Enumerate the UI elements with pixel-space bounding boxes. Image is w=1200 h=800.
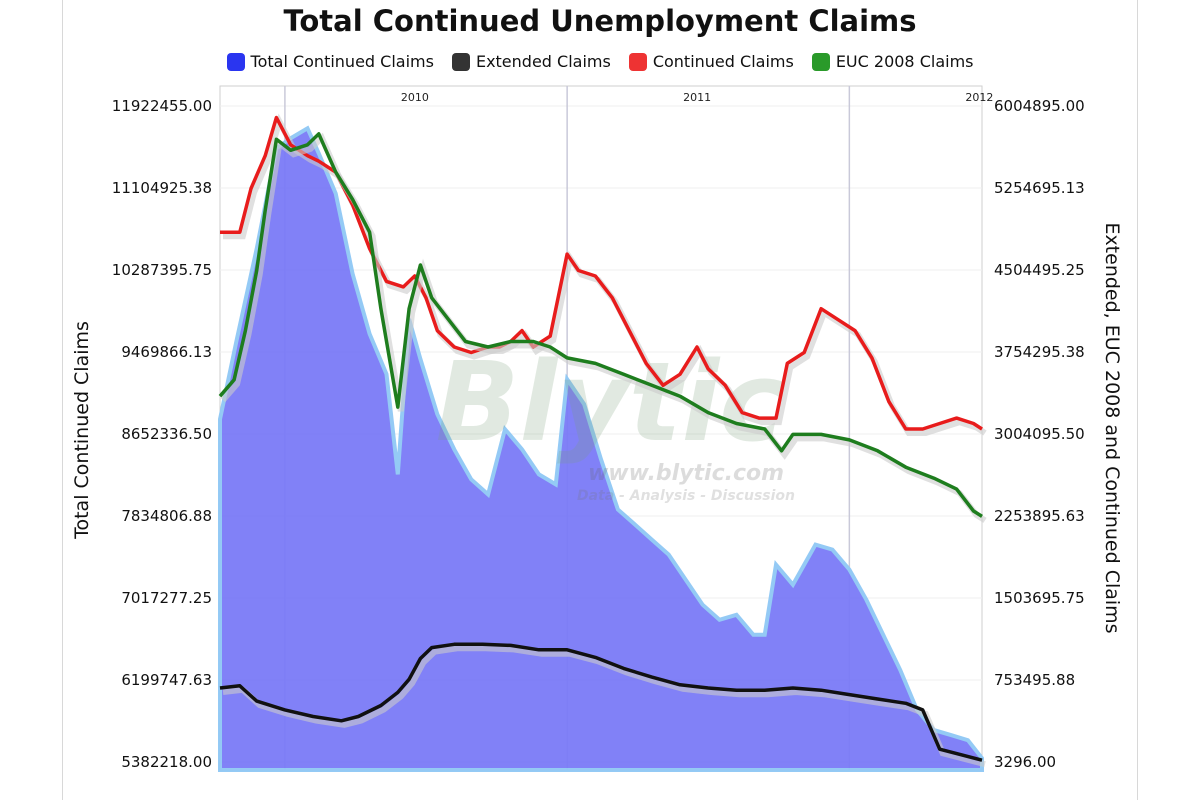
y-right-tick-label: 5254695.13 (994, 179, 1085, 197)
legend-swatch (226, 52, 245, 71)
series-line-euc-2008-claims (218, 132, 983, 518)
series-area-total-continued-claims (218, 125, 984, 772)
y-right-tick-label: 3754295.38 (994, 343, 1085, 361)
y-left-tick-label: 6199747.63 (121, 671, 212, 689)
y-right-tick-label: 2253895.63 (994, 507, 1085, 525)
legend-label: Extended Claims (475, 52, 611, 71)
y-left-tick-label: 10287395.75 (112, 261, 212, 279)
y-left-axis-title: Total Continued Claims (71, 321, 93, 540)
y-left-tick-label: 5382218.00 (121, 753, 212, 771)
series-line-extended-claims (219, 642, 983, 762)
series-line-shadow (220, 132, 987, 523)
y-right-tick-label: 6004895.00 (994, 97, 1085, 115)
y-right-tick-label: 1503695.75 (994, 589, 1085, 607)
year-label: 2011 (683, 91, 711, 104)
y-left-tick-label: 8652336.50 (121, 425, 212, 443)
year-label: 2012 (965, 91, 993, 104)
y-left-tick-label: 11922455.00 (112, 97, 212, 115)
y-right-tick-label: 3296.00 (994, 753, 1056, 771)
y-right-tick-label: 3004095.50 (994, 425, 1085, 443)
legend-label: EUC 2008 Claims (835, 52, 974, 71)
y-left-tick-label: 11104925.38 (112, 179, 212, 197)
legend-item[interactable]: Continued Claims (628, 52, 794, 71)
series-line-shadow (222, 645, 986, 768)
legend-label: Continued Claims (652, 52, 794, 71)
legend-item[interactable]: Extended Claims (451, 52, 611, 71)
year-label: 2010 (401, 91, 429, 104)
watermark-url: www.blytic.com (588, 461, 784, 486)
y-left-tick-label: 7017277.25 (121, 589, 212, 607)
watermark-tagline: Data - Analysis - Discussion (577, 488, 795, 504)
legend-swatch (451, 52, 470, 71)
y-right-axis-title: Extended, EUC 2008 and Continued Claims (1101, 222, 1123, 633)
y-left-tick-label: 9469866.13 (121, 343, 212, 361)
chart-frame (62, 0, 1138, 800)
legend-swatch (628, 52, 647, 71)
y-right-tick-label: 753495.88 (994, 671, 1075, 689)
legend-swatch (811, 52, 830, 71)
legend-item[interactable]: EUC 2008 Claims (811, 52, 974, 71)
legend-label: Total Continued Claims (250, 52, 434, 71)
y-right-tick-label: 4504495.25 (994, 261, 1085, 279)
watermark-logo: Blytic (436, 338, 785, 466)
chart-title: Total Continued Unemployment Claims (283, 4, 917, 38)
y-left-tick-label: 7834806.88 (121, 507, 212, 525)
legend: Total Continued Claims Extended Claims Con… (0, 52, 1200, 71)
legend-item[interactable]: Total Continued Claims (226, 52, 434, 71)
